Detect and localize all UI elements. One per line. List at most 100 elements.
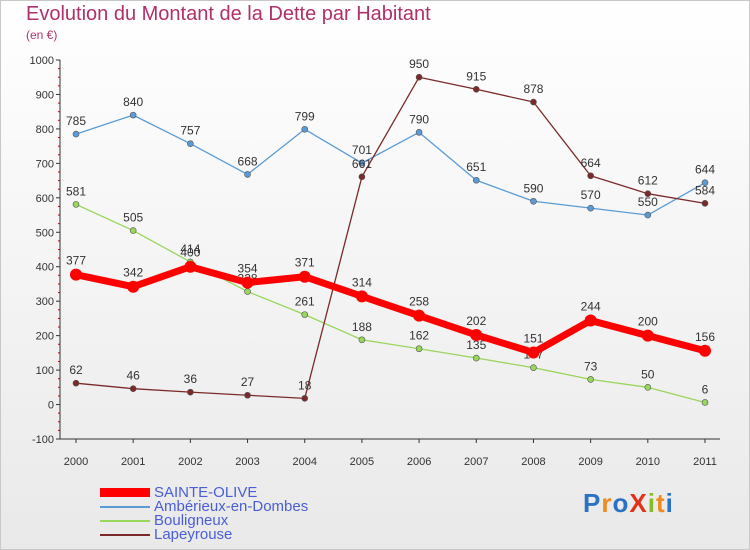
data-point [301,125,309,133]
data-label: 644 [695,163,715,177]
y-tick-label: -100 [32,434,54,446]
data-label: 505 [123,211,143,225]
x-tick-label: 2011 [693,456,717,468]
data-label: 915 [466,69,486,83]
logo-letter: i [665,488,674,518]
y-tick-label: 0 [48,400,54,412]
data-label: 36 [184,372,198,386]
data-point [530,364,537,371]
y-tick-label: 300 [36,296,54,308]
logo-letter: P [583,488,602,518]
data-label: 188 [352,320,372,334]
data-point [699,344,711,357]
data-label: 590 [523,181,543,195]
data-label: 342 [123,266,143,280]
data-point [298,270,311,283]
data-point [415,345,423,353]
data-point [355,290,368,303]
series-line-0 [75,263,706,357]
data-label: 354 [238,262,258,276]
data-point [301,395,309,402]
data-point [244,288,251,295]
data-point [184,260,197,273]
y-tick-label: 200 [36,331,54,343]
logo-letter: i [647,488,656,518]
x-tick-label: 2005 [350,456,374,468]
series-line-3 [304,76,706,399]
data-point [244,171,251,178]
data-point [301,311,309,318]
data-point [415,73,423,81]
data-point [129,385,137,392]
data-label: 135 [466,338,486,352]
data-label: 790 [409,112,429,126]
x-tick-label: 2000 [64,456,88,468]
data-label: 18 [298,378,312,392]
y-tick-label: 800 [36,124,54,136]
x-tick-label: 2002 [178,456,202,468]
logo-letter: X [629,488,648,518]
x-tick-label: 2008 [521,456,545,468]
data-point [129,111,137,119]
data-label: 581 [66,184,86,198]
data-point [472,85,480,93]
data-point [584,314,597,327]
series-line-1 [75,114,706,216]
data-label: 701 [352,143,372,157]
data-point [413,309,426,322]
data-point [701,399,709,406]
data-point [72,130,80,138]
data-label: 785 [66,114,86,128]
data-label: 27 [241,375,255,389]
data-label: 612 [638,174,658,188]
data-label: 950 [409,57,429,71]
data-point [472,176,480,184]
data-point [415,129,423,136]
data-point [187,388,194,396]
data-label: 840 [123,95,143,109]
logo-letter: o [612,488,630,518]
data-point [641,329,654,342]
data-label: 377 [66,254,86,268]
data-point [644,384,652,391]
data-label: 651 [466,160,486,174]
legend-swatch-bouligneux [100,520,150,522]
legend-label-amberieux: Ambérieux-en-Dombes [154,498,309,515]
data-label: 570 [581,188,601,202]
data-label: 878 [523,82,543,96]
data-point [358,173,366,181]
data-point [587,172,594,180]
data-label: 244 [581,299,601,313]
data-label: 6 [702,382,709,396]
data-label: 414 [180,242,200,256]
data-label: 668 [238,154,258,168]
data-point [530,197,537,205]
data-point [701,200,709,207]
data-point [187,140,194,148]
data-label: 151 [523,332,543,346]
data-label: 584 [695,183,715,197]
x-tick-label: 2009 [578,456,602,468]
x-tick-label: 2003 [235,456,259,468]
legend-label-sainte-olive: SAINTE-OLIVE [154,484,258,501]
data-point [587,376,594,383]
data-point [644,211,652,219]
legend-swatch-amberieux [100,506,150,508]
logo-letter: r [601,488,613,518]
chart-unit-label: (en €) [26,28,58,42]
data-point [241,276,254,289]
y-tick-label: 900 [36,89,54,101]
data-label: 156 [695,330,715,344]
series-line-2 [75,203,706,404]
x-tick-label: 2004 [292,456,316,468]
y-tick-label: 400 [36,262,54,274]
data-point [72,379,80,387]
data-point [701,179,709,186]
data-label: 314 [352,275,372,289]
data-label: 261 [295,295,315,309]
data-label: 757 [180,124,200,138]
data-label: 202 [466,314,486,328]
y-tick-label: 500 [36,227,54,239]
data-label: 661 [352,157,372,171]
data-point [470,328,483,341]
